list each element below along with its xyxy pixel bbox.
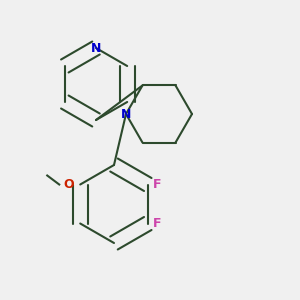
- Text: O: O: [63, 178, 74, 191]
- Text: F: F: [152, 178, 161, 191]
- Text: F: F: [152, 217, 161, 230]
- Text: N: N: [121, 107, 131, 121]
- Text: N: N: [91, 41, 101, 55]
